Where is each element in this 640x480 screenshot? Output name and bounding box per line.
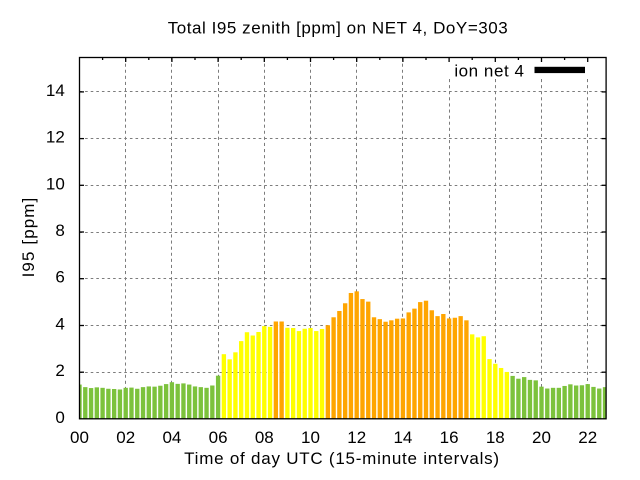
svg-text:ion net 4: ion net 4 <box>454 62 524 81</box>
svg-text:14: 14 <box>393 428 412 447</box>
svg-text:Time of day UTC (15-minute int: Time of day UTC (15-minute intervals) <box>184 449 500 468</box>
svg-text:18: 18 <box>486 428 505 447</box>
svg-text:4: 4 <box>55 315 64 334</box>
svg-text:2: 2 <box>55 361 64 380</box>
svg-text:10: 10 <box>46 174 65 193</box>
svg-text:22: 22 <box>578 428 597 447</box>
svg-text:00: 00 <box>70 428 89 447</box>
svg-text:14: 14 <box>46 81 65 100</box>
svg-text:6: 6 <box>55 268 64 287</box>
svg-text:04: 04 <box>162 428 181 447</box>
svg-text:Total I95 zenith [ppm] on NET: Total I95 zenith [ppm] on NET 4, DoY=303 <box>168 19 509 38</box>
svg-text:06: 06 <box>209 428 228 447</box>
svg-text:16: 16 <box>440 428 459 447</box>
svg-text:12: 12 <box>347 428 366 447</box>
svg-text:I95 [ppm]: I95 [ppm] <box>19 197 38 278</box>
svg-text:20: 20 <box>532 428 551 447</box>
svg-text:12: 12 <box>46 128 65 147</box>
svg-text:08: 08 <box>255 428 274 447</box>
svg-text:0: 0 <box>55 408 64 427</box>
svg-text:10: 10 <box>301 428 320 447</box>
svg-text:02: 02 <box>116 428 135 447</box>
svg-text:8: 8 <box>55 221 64 240</box>
